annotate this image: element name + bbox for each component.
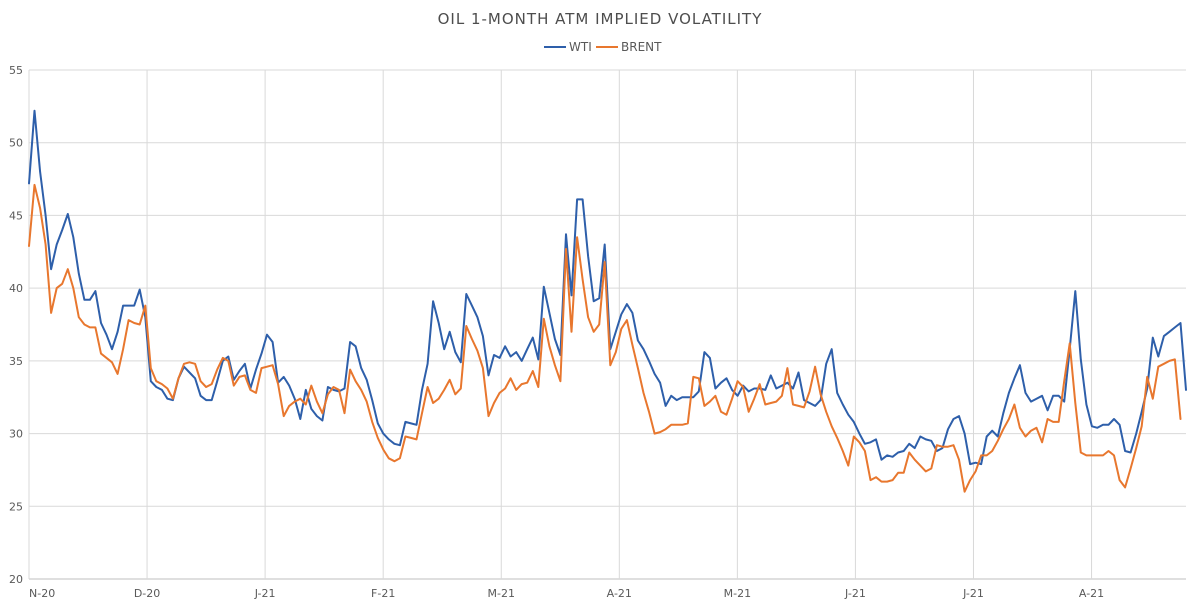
- x-tick-label: A-21: [1079, 587, 1104, 600]
- legend-label-brent: BRENT: [621, 40, 662, 54]
- series-lines: [28, 109, 1187, 493]
- x-tick-label: A-21: [607, 587, 632, 600]
- legend: WTI BRENT: [544, 40, 662, 54]
- x-tick-label: J-21: [962, 587, 984, 600]
- y-tick-label: 25: [9, 500, 23, 513]
- y-tick-label: 45: [9, 209, 23, 222]
- x-tick-label: D-20: [134, 587, 160, 600]
- y-tick-labels: 20 25 30 35 40 45 50 55: [9, 64, 23, 586]
- x-tick-label: J-21: [254, 587, 276, 600]
- x-tick-label: N-20: [29, 587, 55, 600]
- x-tick-label: M-21: [724, 587, 751, 600]
- x-tick-labels: N-20 D-20 J-21 F-21 M-21 A-21 M-21 J-21 J-21 A-21: [29, 587, 1104, 600]
- y-tick-label: 55: [9, 64, 23, 77]
- chart-title: OIL 1-MONTH ATM IMPLIED VOLATILITY: [438, 10, 763, 28]
- y-tick-label: 40: [9, 282, 23, 295]
- y-tick-label: 30: [9, 428, 23, 441]
- x-tick-label: J-21: [844, 587, 866, 600]
- y-tick-label: 20: [9, 573, 23, 586]
- x-tick-label: F-21: [371, 587, 395, 600]
- legend-label-wti: WTI: [569, 40, 592, 54]
- y-tick-label: 50: [9, 137, 23, 150]
- series-line-brent: [28, 183, 1182, 493]
- y-tick-label: 35: [9, 355, 23, 368]
- x-tick-label: M-21: [488, 587, 515, 600]
- x-gridlines: [28, 70, 1093, 579]
